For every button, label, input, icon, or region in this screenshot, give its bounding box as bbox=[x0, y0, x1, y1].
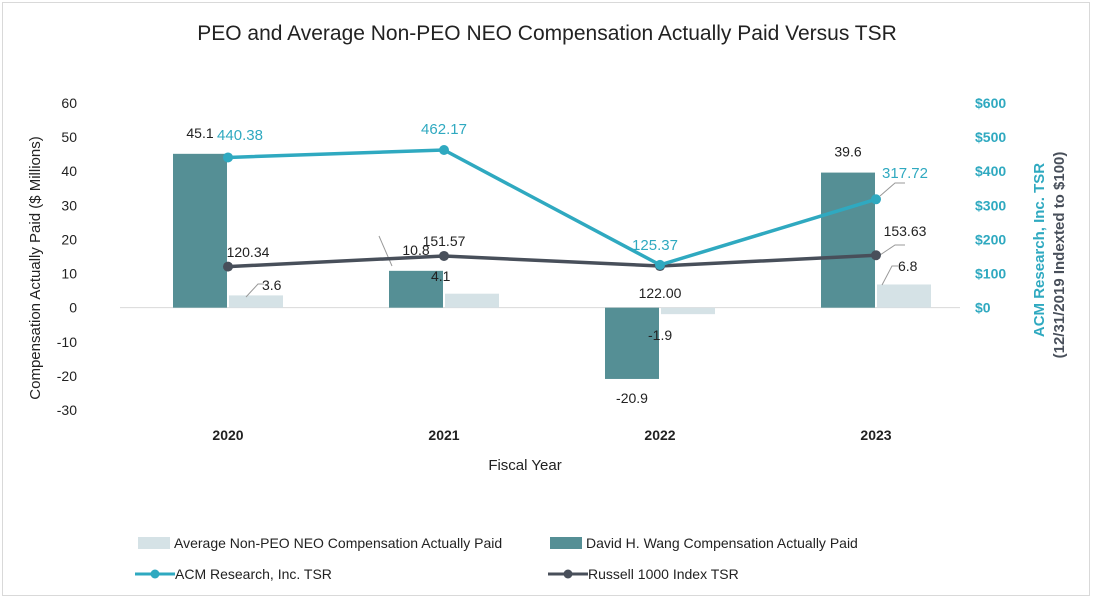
x-axis-label: Fiscal Year bbox=[488, 457, 561, 474]
legend-marker-acm bbox=[150, 569, 160, 579]
russell-tsr-label: 151.57 bbox=[423, 233, 466, 249]
y2-tick-label: $200 bbox=[975, 231, 1006, 247]
bar-peo-label: -20.9 bbox=[616, 390, 648, 406]
y-axis-ticks: 60 50 40 30 20 10 0 -10 -20 -30 bbox=[57, 95, 77, 418]
y2-tick-label: $300 bbox=[975, 197, 1006, 213]
acm-tsr-point bbox=[871, 194, 881, 205]
legend-swatch-neo bbox=[138, 537, 170, 549]
y2-axis-label-line2: (12/31/2019 Indexted to $100) bbox=[1051, 152, 1068, 359]
bar-neo-label: 4.1 bbox=[431, 268, 451, 284]
legend-label-peo: David H. Wang Compensation Actually Paid bbox=[586, 535, 858, 551]
y-tick-label: 0 bbox=[69, 300, 77, 316]
bar-peo bbox=[605, 307, 659, 379]
bar-neo bbox=[445, 293, 499, 308]
y2-axis-label-line1: ACM Research, Inc. TSR bbox=[1031, 163, 1048, 337]
legend-label-acm: ACM Research, Inc. TSR bbox=[175, 566, 332, 582]
legend-swatch-peo bbox=[550, 537, 582, 549]
russell-tsr-point bbox=[439, 250, 449, 261]
bar-neo bbox=[229, 295, 283, 308]
bar-neo bbox=[661, 307, 715, 315]
russell-tsr-point bbox=[871, 250, 881, 261]
acm-tsr-point bbox=[439, 145, 449, 156]
y-tick-label: -10 bbox=[57, 334, 77, 350]
russell-tsr-line bbox=[227, 253, 877, 269]
bar-peo-label: 39.6 bbox=[834, 144, 861, 160]
y-tick-label: 60 bbox=[61, 95, 77, 111]
bar-neo-label: 6.8 bbox=[898, 258, 918, 274]
bar-layer bbox=[173, 153, 931, 379]
y-tick-label: 40 bbox=[61, 163, 77, 179]
russell-tsr-label: 122.00 bbox=[639, 285, 682, 301]
acm-tsr-label: 440.38 bbox=[217, 127, 263, 144]
y-tick-label: -20 bbox=[57, 368, 77, 384]
y2-axis-ticks: $600 $500 $400 $300 $200 $100 $0 bbox=[975, 95, 1006, 316]
y2-tick-label: $400 bbox=[975, 163, 1006, 179]
chart-title: PEO and Average Non-PEO NEO Compensation… bbox=[197, 22, 897, 45]
y-tick-label: -30 bbox=[57, 402, 77, 418]
bar-neo bbox=[877, 284, 931, 308]
y2-tick-label: $500 bbox=[975, 129, 1006, 145]
y-tick-label: 30 bbox=[61, 197, 77, 213]
x-axis-ticks: 2020 2021 2022 2023 bbox=[212, 427, 891, 443]
bar-peo bbox=[821, 172, 875, 308]
y-axis-label: Compensation Actually Paid ($ Millions) bbox=[27, 136, 44, 399]
russell-tsr-point bbox=[223, 261, 233, 272]
acm-leader bbox=[879, 182, 905, 197]
legend: Average Non-PEO NEO Compensation Actuall… bbox=[135, 535, 858, 582]
acm-tsr-label: 317.72 bbox=[882, 165, 928, 182]
russell-tsr-label: 153.63 bbox=[884, 223, 927, 239]
acm-tsr-point bbox=[655, 259, 665, 270]
acm-tsr-label: 462.17 bbox=[421, 121, 467, 138]
bar-peo bbox=[173, 153, 227, 308]
x-tick-label: 2021 bbox=[428, 427, 459, 443]
neo-leader bbox=[245, 283, 264, 298]
legend-marker-russell bbox=[563, 569, 573, 579]
acm-tsr-label: 125.37 bbox=[632, 237, 678, 254]
x-tick-label: 2020 bbox=[212, 427, 243, 443]
legend-label-neo: Average Non-PEO NEO Compensation Actuall… bbox=[174, 535, 502, 551]
bar-neo-label: 3.6 bbox=[262, 277, 282, 293]
x-tick-label: 2023 bbox=[860, 427, 891, 443]
y-tick-label: 50 bbox=[61, 129, 77, 145]
leader-lines bbox=[245, 182, 905, 298]
acm-tsr-line bbox=[227, 148, 877, 267]
acm-tsr-point bbox=[223, 152, 233, 163]
legend-label-russell: Russell 1000 Index TSR bbox=[588, 566, 739, 582]
peo-leader bbox=[378, 235, 393, 267]
x-tick-label: 2022 bbox=[644, 427, 675, 443]
data-labels: 45.1 10.8 -20.9 39.6 3.6 4.1 -1.9 6.8 440.38 462.… bbox=[186, 121, 928, 406]
russell-leader bbox=[879, 244, 905, 256]
neo-leader bbox=[881, 265, 898, 286]
y2-tick-label: $100 bbox=[975, 266, 1006, 282]
y2-tick-label: $0 bbox=[975, 300, 991, 316]
y-tick-label: 10 bbox=[61, 266, 77, 282]
line-layer bbox=[223, 145, 881, 272]
bar-peo bbox=[389, 270, 443, 308]
russell-tsr-label: 120.34 bbox=[227, 244, 270, 260]
bar-peo-label: 45.1 bbox=[186, 125, 213, 141]
y2-tick-label: $600 bbox=[975, 95, 1006, 111]
y-tick-label: 20 bbox=[61, 231, 77, 247]
bar-neo-label: -1.9 bbox=[648, 327, 672, 343]
bar-peo-label: 10.8 bbox=[402, 242, 429, 258]
